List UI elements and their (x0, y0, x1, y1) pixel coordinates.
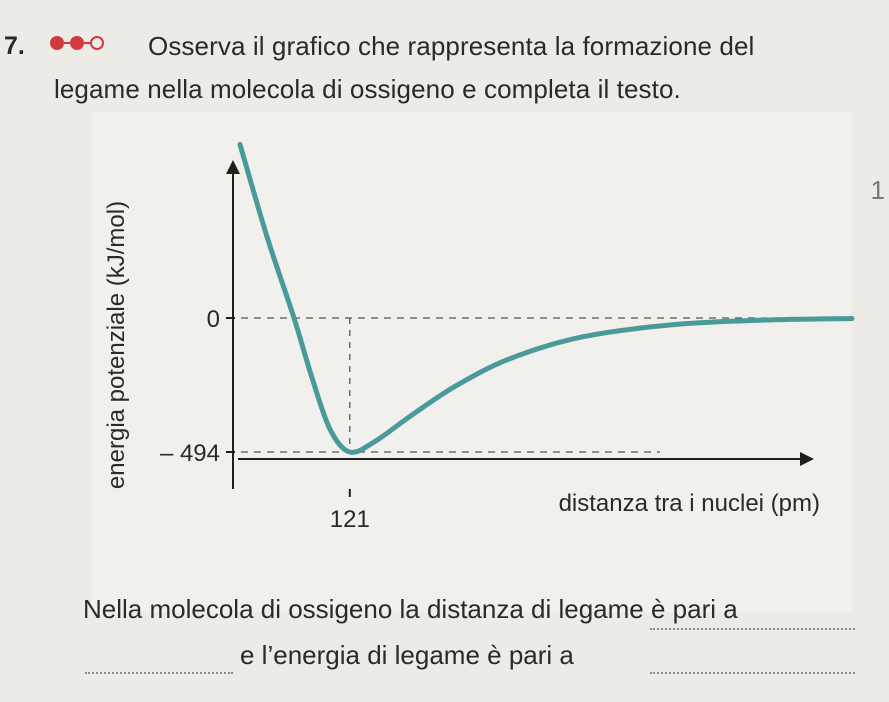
y-tick-label: – 494 (160, 440, 220, 467)
difficulty-dot-empty-icon (90, 36, 104, 50)
difficulty-dot-filled-icon (70, 36, 84, 50)
difficulty-dot-filled-icon (50, 36, 64, 50)
y-axis-arrow-icon (226, 160, 240, 174)
side-margin-mark: 1 (870, 175, 885, 205)
exercise-number: 7. (4, 32, 25, 60)
x-axis-arrow-icon (800, 452, 814, 466)
answer-blank-distance-cont[interactable] (85, 672, 233, 674)
answer-blank-distance[interactable] (650, 628, 855, 630)
exercise-prompt-line-1: Osserva il grafico che rappresenta la fo… (148, 31, 755, 61)
completion-line-2: e l’energia di legame è pari a (240, 640, 574, 670)
x-tick-label: 121 (330, 506, 370, 533)
exercise-prompt-line-2: legame nella molecola di ossigeno e comp… (54, 74, 681, 104)
y-tick-label: 0 (207, 306, 220, 333)
difficulty-dots-icon (50, 36, 104, 50)
potential-energy-curve (237, 141, 855, 455)
chart-panel (92, 112, 852, 612)
answer-blank-energy[interactable] (650, 672, 855, 674)
completion-line-1: Nella molecola di ossigeno la distanza d… (83, 594, 738, 624)
x-axis-label: distanza tra i nuclei (pm) (559, 490, 820, 517)
y-axis-label: energia potenziale (kJ/mol) (103, 201, 130, 489)
